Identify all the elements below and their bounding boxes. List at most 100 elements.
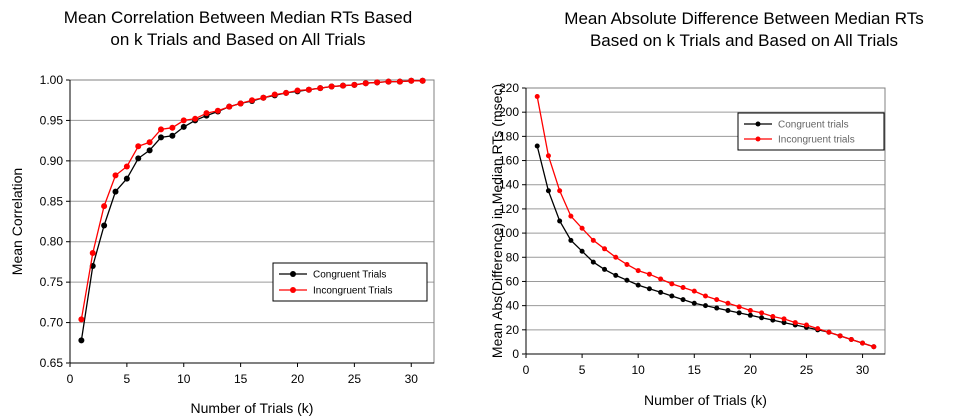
correlation-chart: Mean Correlation Between Median RTs Base… [9,8,435,416]
data-point-congruent-trials [624,277,630,283]
data-point-incongruent-trials [534,93,540,99]
data-point-incongruent-trials [396,78,403,85]
y-tick-label: 100 [499,226,519,240]
legend-box [272,262,428,302]
y-tick-label: 180 [499,129,519,143]
data-point-congruent-trials [770,317,776,323]
data-point-incongruent-trials [770,314,776,320]
data-point-incongruent-trials [590,237,596,243]
x-axis-label: Number of Trials (k) [644,392,767,408]
data-point-congruent-trials [703,303,708,309]
data-point-congruent-trials [658,289,664,295]
data-point-incongruent-trials [803,322,809,328]
chart-title-line: on k Trials and Based on All Trials [110,30,365,49]
data-point-congruent-trials [781,320,787,326]
data-point-incongruent-trials [691,288,697,294]
x-tick-label: 30 [856,363,870,377]
data-point-incongruent-trials [374,79,381,86]
data-point-incongruent-trials [226,103,233,110]
data-point-congruent-trials [169,132,176,139]
data-point-incongruent-trials [146,139,153,146]
data-point-incongruent-trials [736,304,742,310]
data-point-incongruent-trials [294,87,301,94]
data-point-incongruent-trials [408,77,415,84]
x-tick-label: 0 [523,363,530,377]
data-point-incongruent-trials [192,115,199,122]
y-tick-label: 1.00 [40,73,64,87]
y-tick-label: 200 [499,105,519,119]
data-point-incongruent-trials [123,163,130,170]
legend-label: Congruent Trials [313,270,386,281]
y-tick-label: 140 [499,178,519,192]
data-point-incongruent-trials [112,172,119,179]
data-point-incongruent-trials [317,85,324,92]
correlation-chart-svg: Mean Correlation Between Median RTs Base… [9,8,435,416]
legend-swatch-marker [290,271,296,277]
y-tick-label: 40 [506,299,520,313]
y-tick-label: 0.95 [40,113,64,127]
x-tick-label: 10 [632,363,646,377]
data-point-congruent-trials [602,266,608,272]
y-tick-label: 120 [499,202,519,216]
data-point-incongruent-trials [545,153,551,159]
data-point-congruent-trials [146,147,153,154]
data-point-congruent-trials [123,175,130,182]
data-point-incongruent-trials [602,246,608,252]
y-tick-label: 0 [512,347,519,361]
data-point-incongruent-trials [351,81,358,88]
data-point-incongruent-trials [158,126,164,133]
data-point-congruent-trials [646,286,652,292]
y-axis-label: Mean Correlation [9,168,25,275]
y-tick-label: 20 [506,323,520,337]
data-point-incongruent-trials [703,293,708,299]
legend-swatch-marker [755,136,761,142]
y-tick-label: 0.70 [40,316,64,330]
data-point-incongruent-trials [557,188,563,194]
data-point-incongruent-trials [89,250,96,257]
data-point-incongruent-trials [781,316,787,322]
data-point-incongruent-trials [759,310,765,316]
data-point-congruent-trials [78,337,85,344]
series-line-congruent-trials [536,145,874,348]
data-point-incongruent-trials [725,300,731,306]
legend-label: Incongruent Trials [313,286,393,297]
data-point-congruent-trials [725,307,731,313]
data-point-congruent-trials [747,312,753,318]
data-point-incongruent-trials [860,340,866,346]
data-point-incongruent-trials [419,77,426,84]
data-point-incongruent-trials [340,82,346,89]
legend-swatch-marker [290,287,296,293]
y-axis-label: Mean Abs(Difference) in Median RTs (msec… [489,84,505,358]
data-point-congruent-trials [680,297,686,303]
data-point-incongruent-trials [271,91,278,98]
data-point-incongruent-trials [385,78,392,85]
data-point-incongruent-trials [646,271,652,277]
data-point-congruent-trials [534,143,540,149]
data-point-incongruent-trials [362,80,369,87]
data-point-incongruent-trials [848,336,854,342]
x-tick-label: 0 [67,372,74,386]
data-point-incongruent-trials [135,143,142,150]
y-tick-label: 0.80 [40,235,64,249]
data-point-incongruent-trials [658,276,664,282]
chart-title-line: Mean Correlation Between Median RTs Base… [64,8,412,27]
data-point-congruent-trials [101,222,108,229]
data-point-incongruent-trials [249,97,255,104]
data-point-incongruent-trials [669,281,675,287]
x-tick-label: 25 [348,372,362,386]
data-point-congruent-trials [590,259,596,265]
x-tick-label: 20 [744,363,758,377]
data-point-congruent-trials [613,272,619,278]
legend-box [737,112,885,151]
data-point-incongruent-trials [826,329,832,335]
data-point-congruent-trials [135,155,142,162]
abs-difference-chart-svg: Mean Absolute Difference Between Median … [489,9,924,408]
data-point-incongruent-trials [837,333,843,339]
data-point-congruent-trials [714,305,720,311]
data-point-congruent-trials [557,218,563,224]
y-tick-label: 80 [506,250,520,264]
data-point-incongruent-trials [305,86,312,93]
data-point-incongruent-trials [203,110,210,117]
x-tick-label: 25 [800,363,814,377]
y-tick-label: 220 [499,81,519,95]
